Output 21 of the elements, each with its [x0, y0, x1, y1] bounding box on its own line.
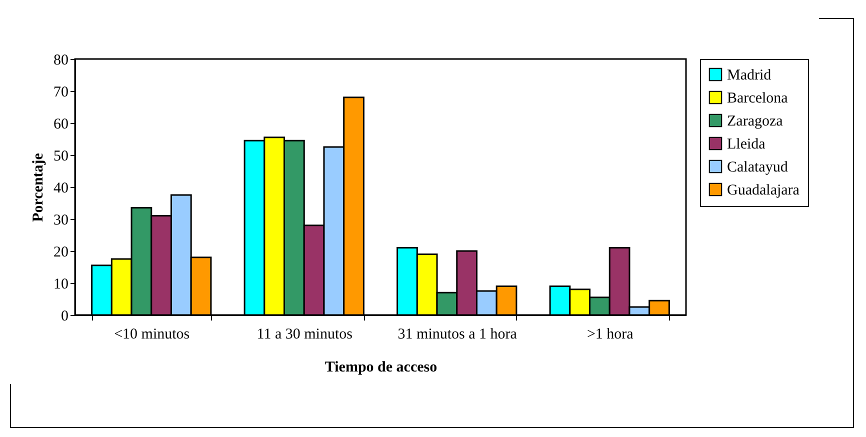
- legend-label: Guadalajara: [727, 182, 800, 198]
- legend-label: Zaragoza: [727, 114, 784, 130]
- y-tick-label: 70: [54, 84, 68, 100]
- legend-label: Madrid: [727, 68, 772, 84]
- x-tick-label: <10 minutos: [114, 326, 190, 342]
- y-tick-label: 60: [54, 116, 68, 132]
- y-tick-label: 0: [61, 308, 68, 324]
- x-tick-label: 31 minutos a 1 hora: [398, 326, 518, 342]
- y-tick-label: 10: [54, 276, 68, 292]
- legend-label: Calatayud: [727, 160, 788, 176]
- y-axis-title: Porcentaje: [30, 152, 46, 222]
- x-tick-label: >1 hora: [586, 326, 634, 342]
- y-tick-label: 80: [54, 52, 68, 68]
- y-tick-label: 40: [54, 180, 68, 196]
- y-tick-label: 30: [54, 212, 68, 228]
- y-tick-label: 20: [54, 244, 68, 260]
- y-tick-label: 50: [54, 148, 68, 164]
- x-tick-label: 11 a 30 minutos: [256, 326, 353, 342]
- legend-label: Lleida: [727, 136, 766, 152]
- legend-label: Barcelona: [727, 90, 788, 106]
- x-axis-title: Tiempo de acceso: [324, 360, 438, 376]
